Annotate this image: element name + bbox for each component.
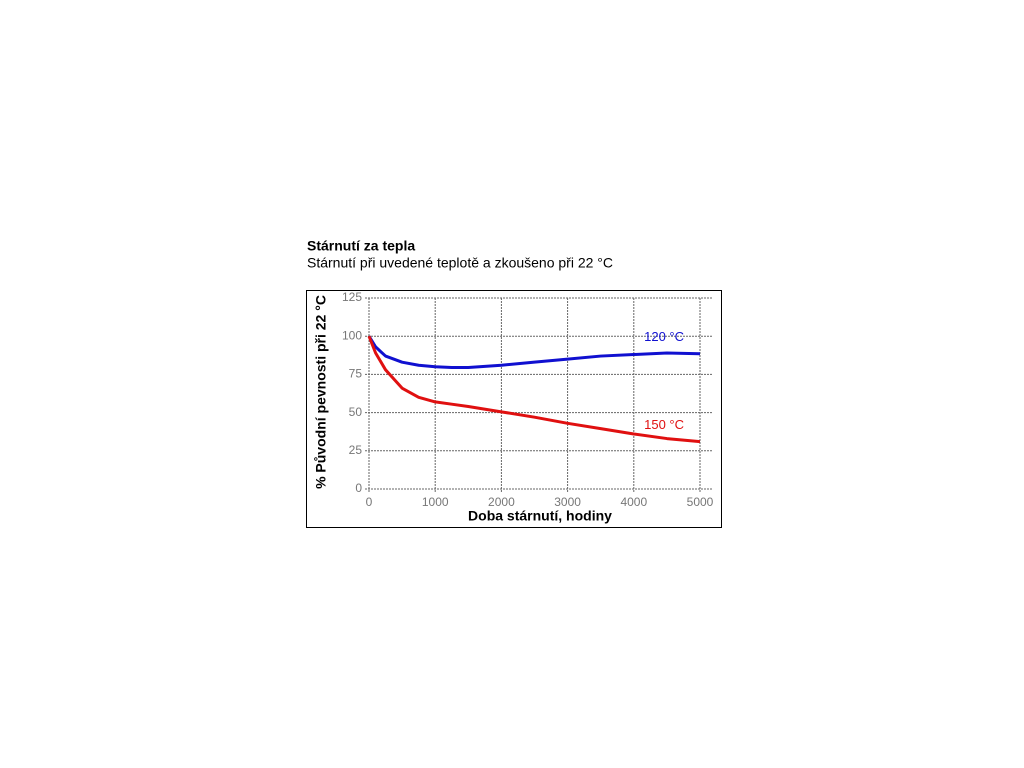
line-series	[367, 335, 701, 444]
y-tick-label: 125	[342, 290, 362, 304]
series-label: 150 °C	[644, 417, 684, 432]
series-label: 120 °C	[644, 329, 684, 344]
y-tick-label: 50	[349, 405, 363, 419]
y-tick-label: 0	[355, 481, 362, 495]
y-axis-label: % Původní pevnosti při 22 °C	[313, 295, 329, 489]
chart-title: Stárnutí za tepla	[307, 238, 415, 254]
y-tick-label: 75	[349, 367, 363, 381]
chart-subtitle: Stárnutí při uvedené teplotě a zkoušeno …	[307, 255, 613, 271]
x-tick-label: 2000	[488, 495, 515, 509]
y-tick-label: 25	[349, 443, 363, 457]
line-series	[367, 335, 701, 370]
x-axis-label: Doba stárnutí, hodiny	[468, 508, 612, 524]
x-tick-label: 4000	[620, 495, 647, 509]
y-tick-label: 100	[342, 328, 362, 342]
chart-frame	[306, 290, 722, 528]
x-tick-label: 3000	[554, 495, 581, 509]
x-tick-label: 0	[366, 495, 373, 509]
x-tick-label: 1000	[422, 495, 449, 509]
x-tick-label: 5000	[687, 495, 714, 509]
